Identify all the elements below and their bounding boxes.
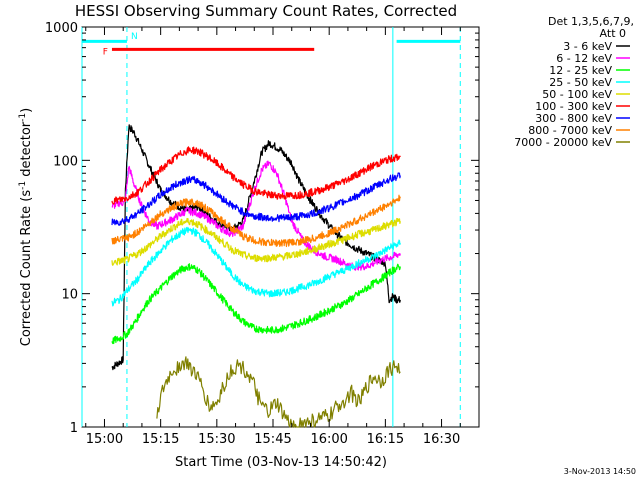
x-tick-label-3: 15:45 — [254, 432, 291, 447]
legend-label-4: 50 - 100 keV — [542, 88, 612, 101]
legend-label-7: 800 - 7000 keV — [528, 124, 612, 137]
series-line-2 — [111, 263, 401, 345]
series-line-3 — [111, 226, 401, 307]
series-layer — [111, 124, 401, 428]
y-axis-label-end: ) — [19, 108, 34, 113]
axes-layer: 1 10 100 1000 15:00 15:15 15:30 15:45 16:00 16:15… — [45, 21, 479, 447]
legend-label-1: 6 - 12 keV — [556, 52, 612, 65]
legend-header-line1: Det 1,3,5,6,7,9, — [548, 15, 634, 28]
x-tick-label-0: 15:00 — [86, 432, 123, 447]
y-tick-label-0: 1 — [70, 421, 78, 436]
x-axis-label: Start Time (03-Nov-13 14:50:42) — [175, 455, 387, 470]
y-axis-label-mid: detector — [19, 121, 34, 181]
x-tick-label-5: 16:15 — [367, 432, 404, 447]
night-flag-label: N — [131, 32, 138, 42]
legend-header-line2: Att 0 — [600, 27, 626, 40]
legend-label-5: 100 - 300 keV — [535, 100, 612, 113]
series-line-7 — [111, 194, 401, 248]
x-tick-label-2: 15:30 — [198, 432, 235, 447]
legend-label-3: 25 - 50 keV — [549, 76, 612, 89]
y-axis-label: Corrected Count Rate (s-1 detector-1) — [18, 108, 34, 346]
flag-layer: FN — [81, 27, 461, 427]
y-axis-label-sup2: -1 — [18, 113, 28, 122]
series-line-4 — [111, 217, 401, 266]
x-tick-label-6: 16:30 — [423, 432, 460, 447]
legend-label-6: 300 - 800 keV — [535, 112, 612, 125]
chart-title: HESSI Observing Summary Count Rates, Cor… — [75, 2, 457, 20]
x-tick-label-4: 16:00 — [310, 432, 347, 447]
legend-label-0: 3 - 6 keV — [563, 40, 612, 53]
x-tick-label-1: 15:15 — [142, 432, 179, 447]
series-line-6 — [111, 172, 401, 226]
plot-frame — [81, 26, 480, 428]
y-axis-label-sup1: -1 — [18, 181, 28, 190]
legend-label-2: 12 - 25 keV — [549, 64, 612, 77]
legend-label-8: 7000 - 20000 keV — [514, 136, 612, 149]
series-line-8 — [156, 356, 401, 428]
flare-flag-label: F — [103, 47, 108, 57]
series-line-5 — [111, 146, 401, 205]
series-line-0 — [111, 124, 401, 371]
y-tick-label-3: 1000 — [45, 21, 78, 36]
footer-date: 3-Nov-2013 14:50 — [564, 467, 636, 476]
y-axis-label-main: Corrected Count Rate (s — [19, 190, 34, 347]
y-tick-label-2: 100 — [53, 154, 78, 169]
y-tick-label-1: 10 — [61, 288, 78, 303]
